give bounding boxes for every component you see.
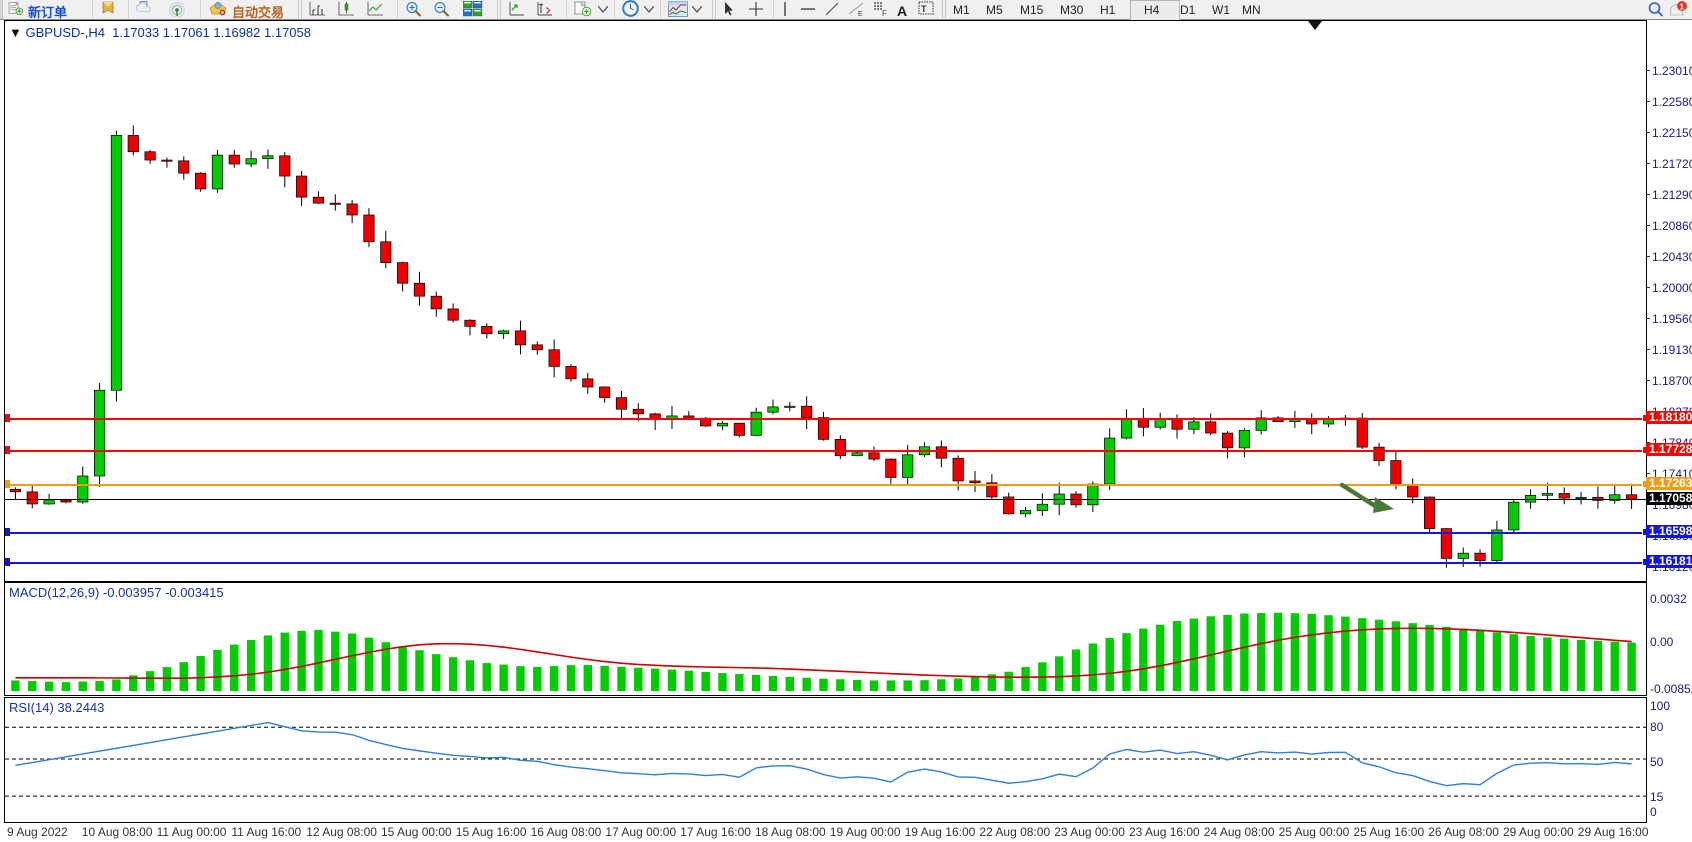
svg-text:E: E	[858, 11, 863, 17]
svg-text:T: T	[921, 4, 927, 14]
svg-text:1: 1	[1680, 2, 1685, 11]
svg-text:F: F	[882, 9, 887, 17]
